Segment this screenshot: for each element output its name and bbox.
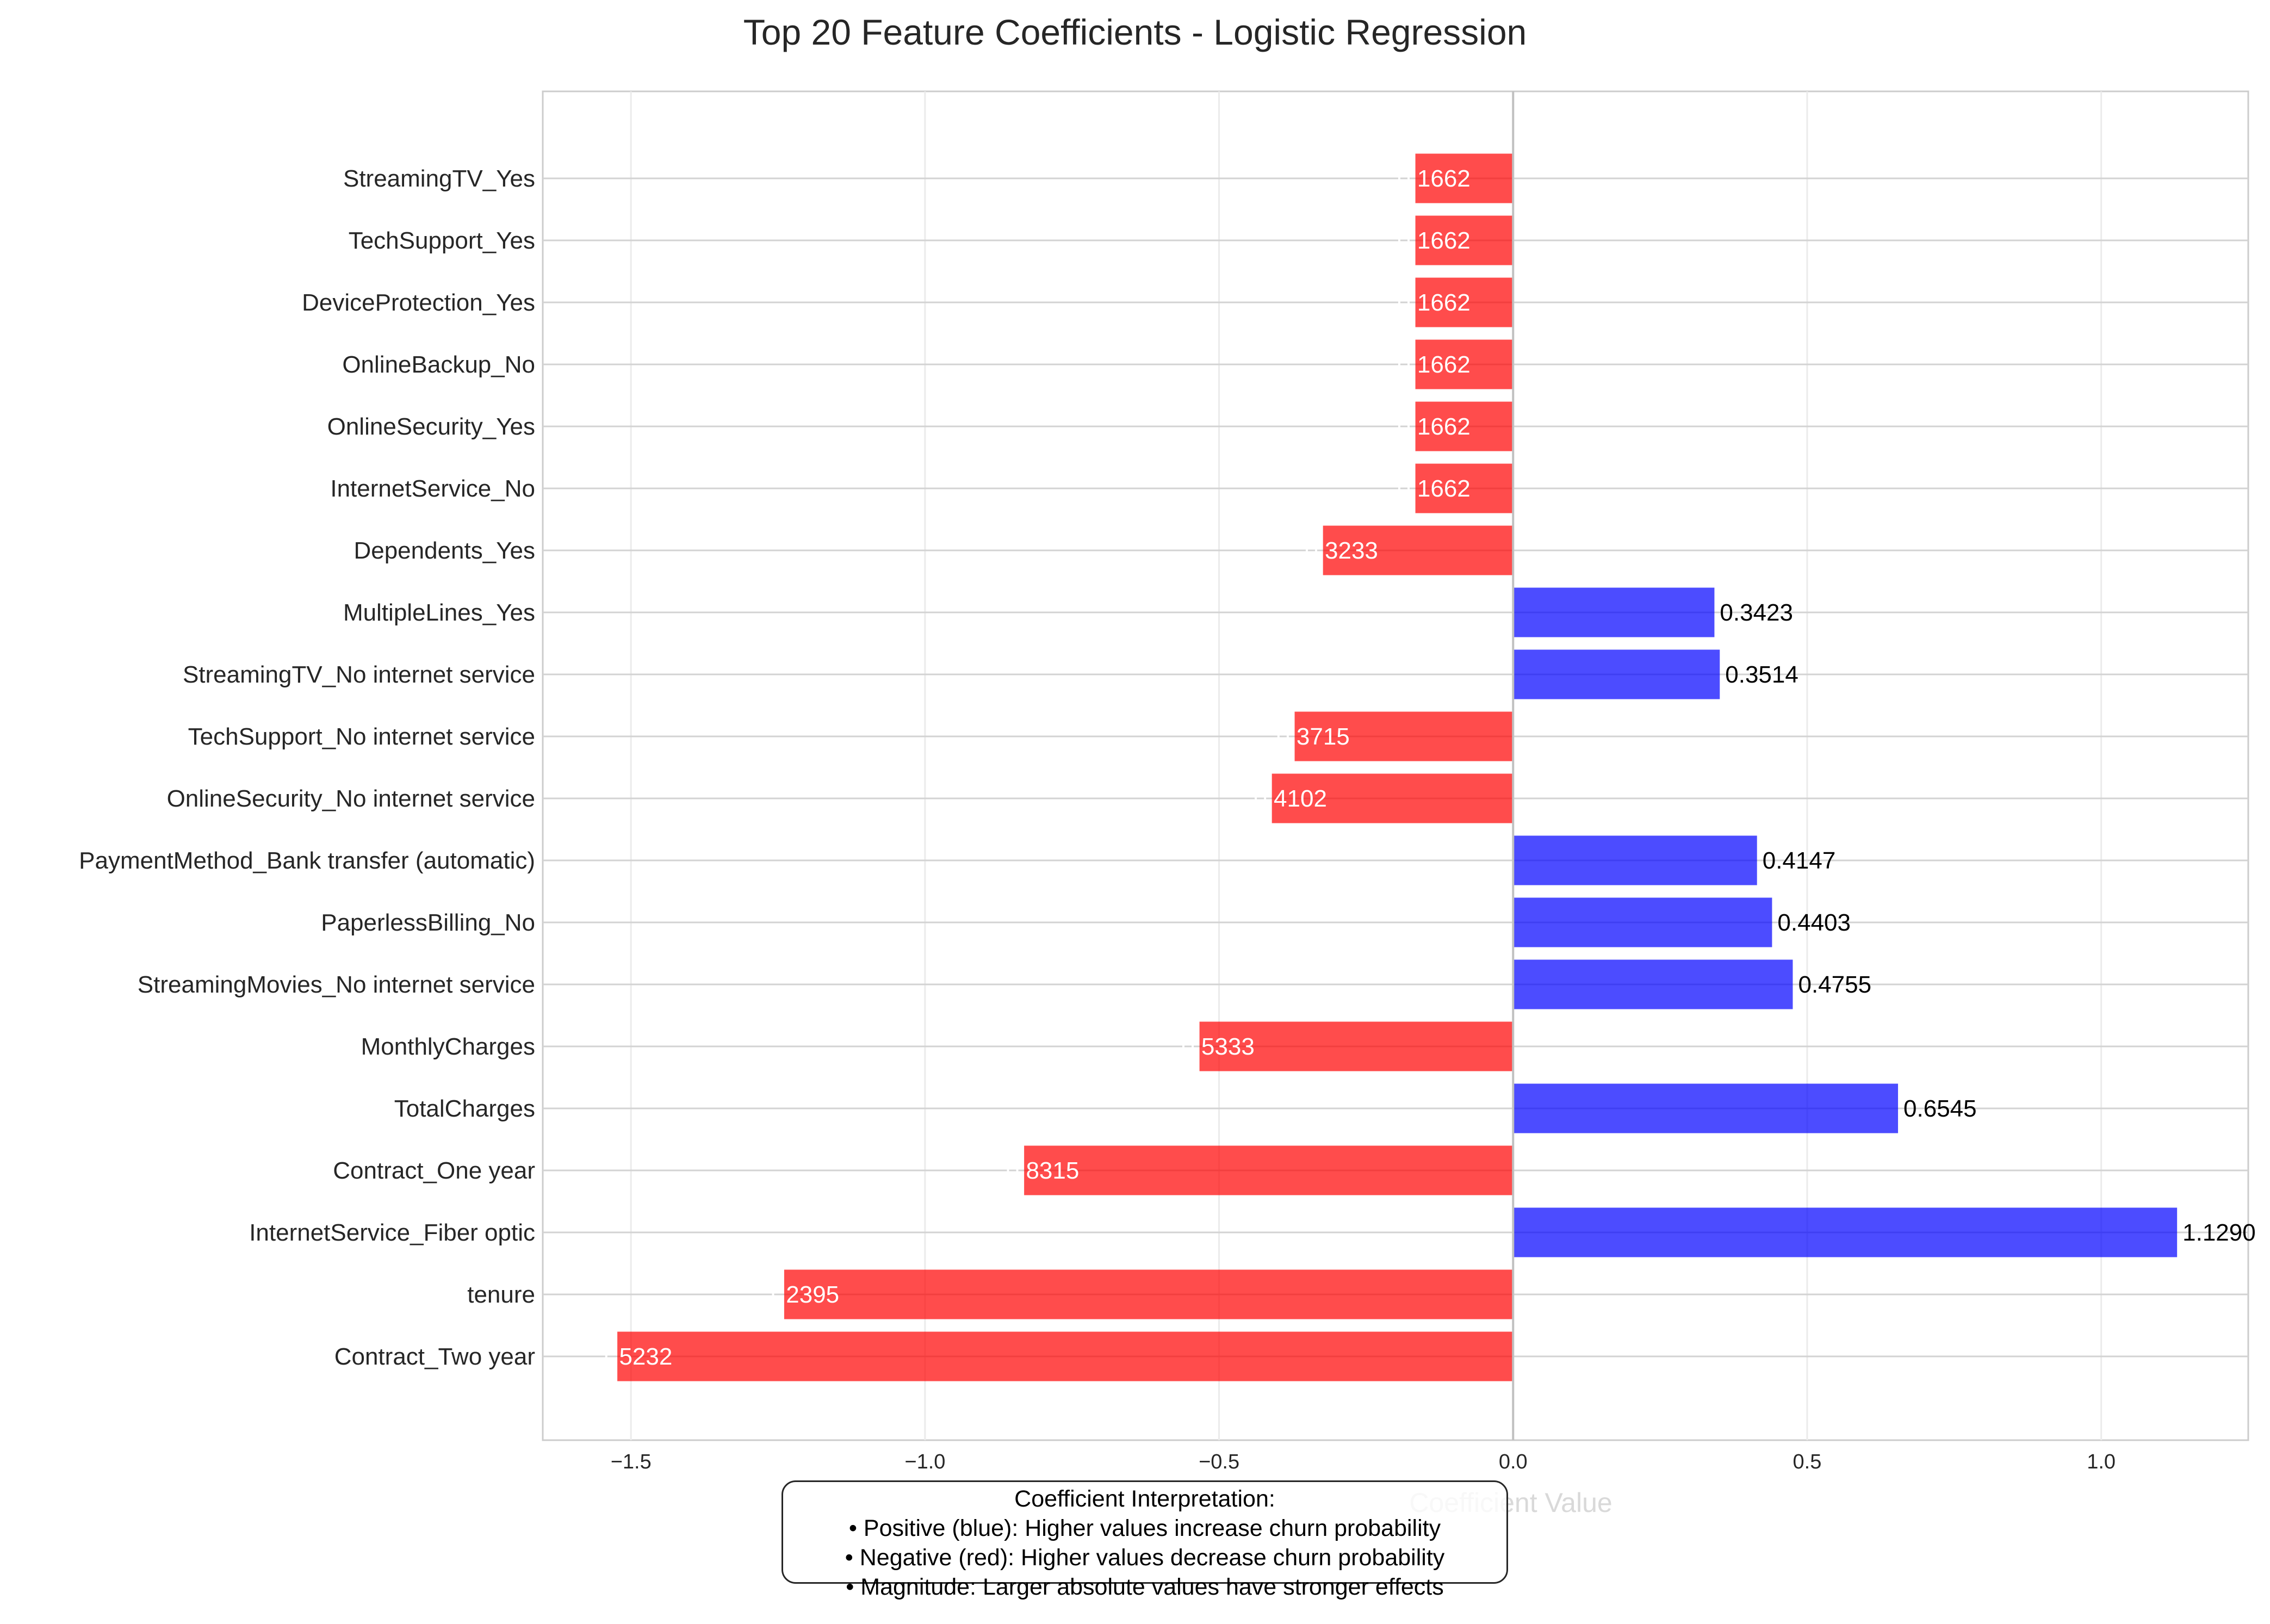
legend-magnitude-note: • Magnitude: Larger absolute values have…	[846, 1574, 1444, 1600]
bar-value-label: -0.8315	[998, 1157, 1079, 1184]
y-tick-label: tenure	[467, 1281, 535, 1308]
coefficient-interpretation-legend: Coefficient Interpretation: • Positive (…	[782, 1480, 1508, 1600]
y-tick-label: TechSupport_No internet service	[188, 723, 535, 750]
bar-value-label: -1.5232	[591, 1343, 672, 1370]
y-tick-label: DeviceProtection_Yes	[302, 289, 535, 316]
axis-layer: −1.5 −1.0 −0.5 0.0 0.5 1.0 StreamingTV_Yes Tech…	[79, 91, 2116, 1473]
legend-heading: Coefficient Interpretation:	[1014, 1486, 1275, 1512]
y-tick-label: StreamingTV_No internet service	[183, 661, 535, 688]
coefficient-bar	[1415, 215, 1514, 265]
bar-value-label: 1.1290	[2182, 1219, 2256, 1246]
bar-value-label: -0.1662	[1390, 165, 1471, 192]
y-tick-label: TechSupport_Yes	[349, 227, 535, 254]
bar-value-label: -0.4102	[1246, 785, 1327, 812]
coefficient-bar	[1294, 711, 1514, 761]
bar-value-label: -0.1662	[1390, 475, 1471, 502]
labels-layer: -0.1662 -0.1662 -0.1662 -0.1662 -0.1662 -0.16…	[591, 165, 2256, 1370]
coefficient-bar	[1513, 1083, 1899, 1133]
bars-layer	[617, 153, 2178, 1381]
y-tick-label: Contract_Two year	[334, 1343, 535, 1370]
grid-layer	[542, 90, 2249, 1441]
bar-value-label: 0.4755	[1798, 971, 1871, 998]
bar-value-label: 0.3514	[1725, 661, 1798, 688]
legend-positive-note: • Positive (blue): Higher values increas…	[848, 1515, 1441, 1541]
coefficient-bar	[1513, 1207, 2178, 1257]
x-tick-label: 1.0	[2087, 1451, 2116, 1473]
x-tick-label: 0.0	[1499, 1451, 1528, 1473]
coefficient-bar	[1024, 1145, 1514, 1195]
bar-value-label: -1.2395	[758, 1281, 839, 1308]
bar-value-label: -0.1662	[1390, 289, 1471, 316]
coefficient-bar	[617, 1331, 1514, 1381]
coefficient-bar	[1415, 153, 1514, 203]
coefficient-bar	[1513, 959, 1793, 1009]
y-tick-label: MonthlyCharges	[361, 1033, 535, 1060]
coefficient-bar	[1415, 463, 1514, 513]
coefficient-bar	[784, 1269, 1514, 1319]
y-tick-label: Dependents_Yes	[353, 537, 535, 564]
y-tick-label: StreamingMovies_No internet service	[138, 971, 535, 998]
bar-value-label: 0.4403	[1777, 909, 1851, 936]
bar-value-label: -0.1662	[1390, 227, 1471, 254]
coefficient-bar	[1323, 525, 1514, 575]
y-tick-label: InternetService_No	[330, 475, 535, 502]
coefficient-bar	[1415, 277, 1514, 327]
y-tick-label: InternetService_Fiber optic	[249, 1219, 535, 1246]
x-tick-label: −1.5	[611, 1451, 652, 1473]
bar-value-label: 0.3423	[1720, 599, 1793, 626]
coefficient-bar	[1415, 339, 1514, 389]
bar-value-label: -0.3715	[1269, 723, 1350, 750]
bar-value-label: 0.6545	[1903, 1095, 1977, 1122]
bar-value-label: 0.4147	[1763, 847, 1836, 874]
chart-title: Top 20 Feature Coefficients - Logistic R…	[743, 12, 1527, 52]
coefficient-bar	[1513, 897, 1772, 947]
y-tick-label: OnlineSecurity_No internet service	[167, 785, 535, 812]
bar-value-label: -0.1662	[1390, 351, 1471, 378]
bar-value-label: -0.1662	[1390, 413, 1471, 440]
x-tick-label: −0.5	[1199, 1451, 1239, 1473]
coefficient-bar	[1513, 835, 1757, 885]
coefficient-bar	[1513, 649, 1720, 699]
y-tick-label: PaperlessBilling_No	[321, 909, 535, 936]
y-tick-label: TotalCharges	[394, 1095, 535, 1122]
y-tick-label: MultipleLines_Yes	[343, 599, 535, 626]
y-tick-label: OnlineBackup_No	[342, 351, 535, 378]
coefficient-bar	[1272, 773, 1514, 823]
y-tick-label: Contract_One year	[333, 1157, 535, 1184]
coefficient-bar	[1513, 587, 1715, 637]
y-tick-label: OnlineSecurity_Yes	[327, 413, 535, 440]
y-tick-label: StreamingTV_Yes	[343, 165, 535, 192]
legend-negative-note: • Negative (red): Higher values decrease…	[845, 1545, 1445, 1571]
bar-value-label: -0.3233	[1297, 537, 1378, 564]
bar-value-label: -0.5333	[1174, 1033, 1255, 1060]
x-tick-label: −1.0	[904, 1451, 945, 1473]
coefficient-bar	[1199, 1021, 1514, 1071]
x-tick-label: 0.5	[1793, 1451, 1822, 1473]
y-tick-label: PaymentMethod_Bank transfer (automatic)	[79, 847, 535, 874]
coefficient-bar	[1415, 401, 1514, 451]
